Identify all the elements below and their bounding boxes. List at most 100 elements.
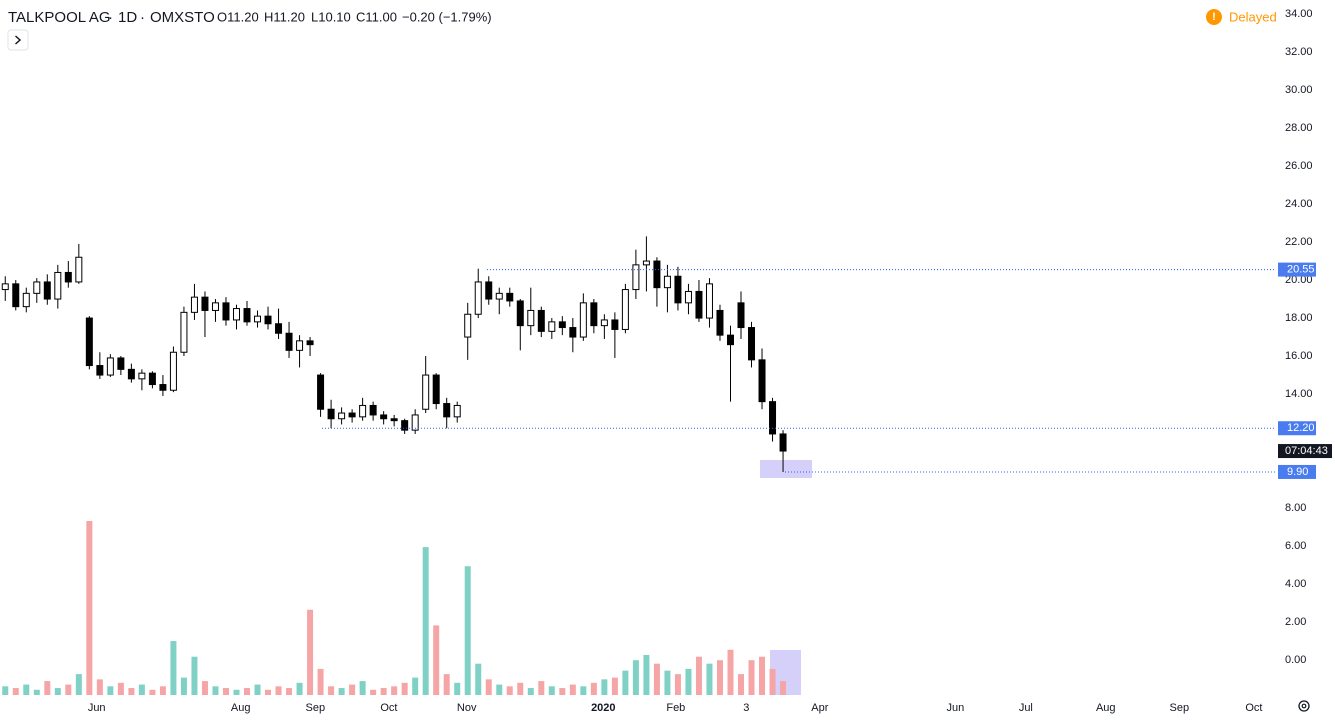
volume-bar: [212, 686, 219, 695]
volume-bar: [759, 656, 766, 695]
candle-body: [495, 292, 503, 300]
price-label: 20.55: [1287, 264, 1315, 276]
volume-bar: [128, 688, 135, 695]
candle-body: [769, 401, 777, 435]
volume-bar: [685, 668, 692, 695]
candle-body: [632, 264, 640, 291]
volume-bar: [706, 663, 713, 695]
candle-body: [485, 281, 493, 300]
volume-bar: [569, 684, 576, 695]
candle-body: [54, 271, 62, 300]
volume-bar: [296, 682, 303, 695]
candle-body: [737, 302, 745, 329]
volume-bar: [485, 679, 492, 695]
candle-body: [127, 368, 135, 380]
candle-body: [548, 321, 556, 332]
y-tick-label: 16.00: [1285, 350, 1313, 362]
volume-bar: [454, 682, 461, 695]
candle-body: [443, 403, 451, 418]
candle-body: [275, 323, 283, 334]
x-tick-label: Oct: [380, 702, 397, 714]
volume-bar: [44, 681, 51, 695]
volume-bar: [265, 689, 272, 695]
volume-bar: [86, 521, 93, 695]
candle-body: [779, 433, 787, 452]
volume-bar: [559, 688, 566, 695]
volume-bar: [244, 688, 251, 695]
collapse-button[interactable]: [7, 29, 29, 51]
volume-bar: [33, 689, 40, 695]
volume-bar: [12, 688, 19, 695]
candle-body: [684, 290, 692, 304]
separator: ·: [140, 9, 145, 26]
volume-bar: [517, 682, 524, 695]
x-tick-label: Oct: [1245, 702, 1262, 714]
y-tick-label: 6.00: [1285, 540, 1306, 552]
volume-bar: [391, 686, 398, 695]
volume-bar: [527, 688, 534, 695]
volume-bar: [23, 684, 30, 695]
y-tick-label: 18.00: [1285, 312, 1313, 324]
y-tick-label: 24.00: [1285, 198, 1313, 210]
separator: ·: [108, 9, 113, 26]
volume-bar: [191, 656, 198, 695]
volume-bar: [328, 686, 335, 695]
candle-body: [695, 290, 703, 319]
candle-body: [390, 418, 398, 422]
candle-body: [380, 414, 388, 420]
volume-bar: [443, 674, 450, 695]
volume-bar: [286, 688, 293, 695]
volume-bar: [75, 674, 82, 695]
volume-bar: [580, 686, 587, 695]
x-tick-label: 2020: [591, 702, 615, 714]
candle-body: [537, 309, 545, 332]
candle-body: [211, 302, 219, 311]
volume-bar: [664, 670, 671, 695]
volume-bar: [307, 609, 314, 695]
candle-body: [254, 315, 262, 323]
y-tick-label: 0.00: [1285, 654, 1306, 666]
gear-ring[interactable]: [1298, 700, 1310, 712]
volume-bar: [180, 677, 187, 695]
x-tick-label: Sep: [306, 702, 326, 714]
y-tick-label: 2.00: [1285, 616, 1306, 628]
volume-bar: [170, 641, 177, 695]
candle-body: [716, 309, 724, 336]
candle-body: [663, 275, 671, 289]
volume-bar: [433, 625, 440, 695]
y-tick-label: 22.00: [1285, 236, 1313, 248]
low: L10.10: [311, 9, 351, 24]
candle-body: [43, 281, 51, 300]
volume-bar: [201, 681, 208, 695]
candle-body: [64, 271, 72, 283]
volume-bar: [222, 688, 229, 695]
volume-bar: [716, 660, 723, 695]
volume-bar: [65, 684, 72, 695]
high: H11.20: [264, 9, 305, 24]
button-frame[interactable]: [7, 29, 29, 51]
volume-bar: [54, 688, 61, 695]
candle-body: [748, 327, 756, 361]
countdown-label: 07:04:43: [1285, 445, 1328, 457]
delayed-status[interactable]: Delayed: [1229, 9, 1277, 24]
volume-bar: [780, 681, 787, 695]
candle-body: [222, 302, 230, 321]
candle-body: [317, 374, 325, 410]
candle-body: [117, 357, 125, 370]
candle-body: [611, 319, 619, 330]
volume-bar: [496, 684, 503, 695]
volume-bar: [422, 547, 429, 695]
volume-bar: [380, 688, 387, 695]
candle-body: [75, 256, 83, 283]
x-tick-label: 3: [743, 702, 749, 714]
x-tick-label: Jul: [1019, 702, 1033, 714]
interval: 1D: [118, 9, 137, 26]
candle-body: [474, 281, 482, 315]
candle-body: [159, 384, 167, 391]
settings-gear[interactable]: [1298, 700, 1310, 712]
y-tick-label: 8.00: [1285, 502, 1306, 514]
candle-body: [621, 289, 629, 330]
chevron: [15, 35, 22, 45]
